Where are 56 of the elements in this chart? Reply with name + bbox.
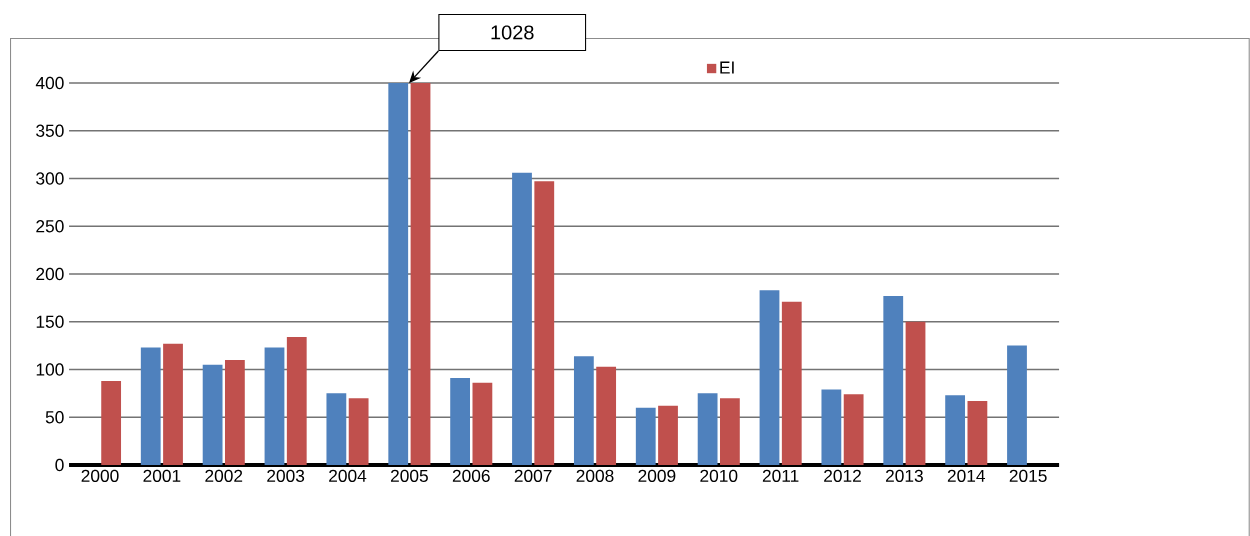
y-tick-label: 250 xyxy=(36,220,64,233)
x-tick-label: 2007 xyxy=(514,469,552,482)
bar xyxy=(163,343,183,465)
bar xyxy=(658,405,678,465)
bar xyxy=(781,301,802,465)
bar xyxy=(534,181,555,465)
bar xyxy=(202,364,223,465)
x-tick-label: 2006 xyxy=(452,469,490,482)
bar xyxy=(883,295,904,465)
bar xyxy=(905,321,926,465)
text: 1028 xyxy=(491,25,534,40)
y-tick-label: 50 xyxy=(45,411,64,424)
y-tick-label: 350 xyxy=(36,124,64,137)
x-tick-label: 2000 xyxy=(81,469,119,482)
x-tick-label: 2011 xyxy=(762,469,799,482)
x-tick-label: 2013 xyxy=(885,469,923,482)
y-tick-label: 100 xyxy=(36,363,64,376)
x-tick-label: 2012 xyxy=(824,469,861,482)
y-tick-label: 0 xyxy=(55,458,64,472)
y-tick-label: 200 xyxy=(36,267,64,281)
bar xyxy=(450,378,471,465)
bar xyxy=(101,380,122,465)
bar xyxy=(945,395,966,465)
x-tick-label: 2010 xyxy=(700,469,738,482)
x-tick-label: 2002 xyxy=(205,469,243,482)
bar xyxy=(388,83,409,465)
bar xyxy=(697,393,718,465)
bar xyxy=(140,347,161,465)
bar xyxy=(759,290,780,465)
x-tick-label: 2009 xyxy=(638,469,676,482)
bar xyxy=(720,398,740,465)
x-tick-label: 2004 xyxy=(329,469,367,482)
bar xyxy=(596,366,617,465)
bar xyxy=(326,393,347,465)
bar xyxy=(472,382,493,465)
x-tick-label: 2001 xyxy=(143,469,181,482)
bar xyxy=(264,347,285,465)
bar xyxy=(843,394,864,465)
x-tick-label: 2008 xyxy=(576,469,614,482)
bar xyxy=(286,337,307,465)
x-tick-label: 2015 xyxy=(1009,469,1047,482)
bar xyxy=(224,359,245,465)
x-tick-label: 2005 xyxy=(390,469,428,482)
bar xyxy=(967,401,988,465)
bar xyxy=(821,389,842,465)
y-tick-label: 400 xyxy=(35,76,64,90)
bar xyxy=(573,356,594,465)
x-tick-label: 2003 xyxy=(267,469,305,482)
y-tick-label: 150 xyxy=(36,315,64,328)
legend-label: EI xyxy=(720,61,734,74)
bar xyxy=(512,172,532,465)
x-tick-label: 2014 xyxy=(947,469,986,482)
bar xyxy=(635,407,656,465)
bar xyxy=(348,398,369,465)
bar xyxy=(1007,345,1027,465)
y-tick-label: 300 xyxy=(36,172,64,185)
